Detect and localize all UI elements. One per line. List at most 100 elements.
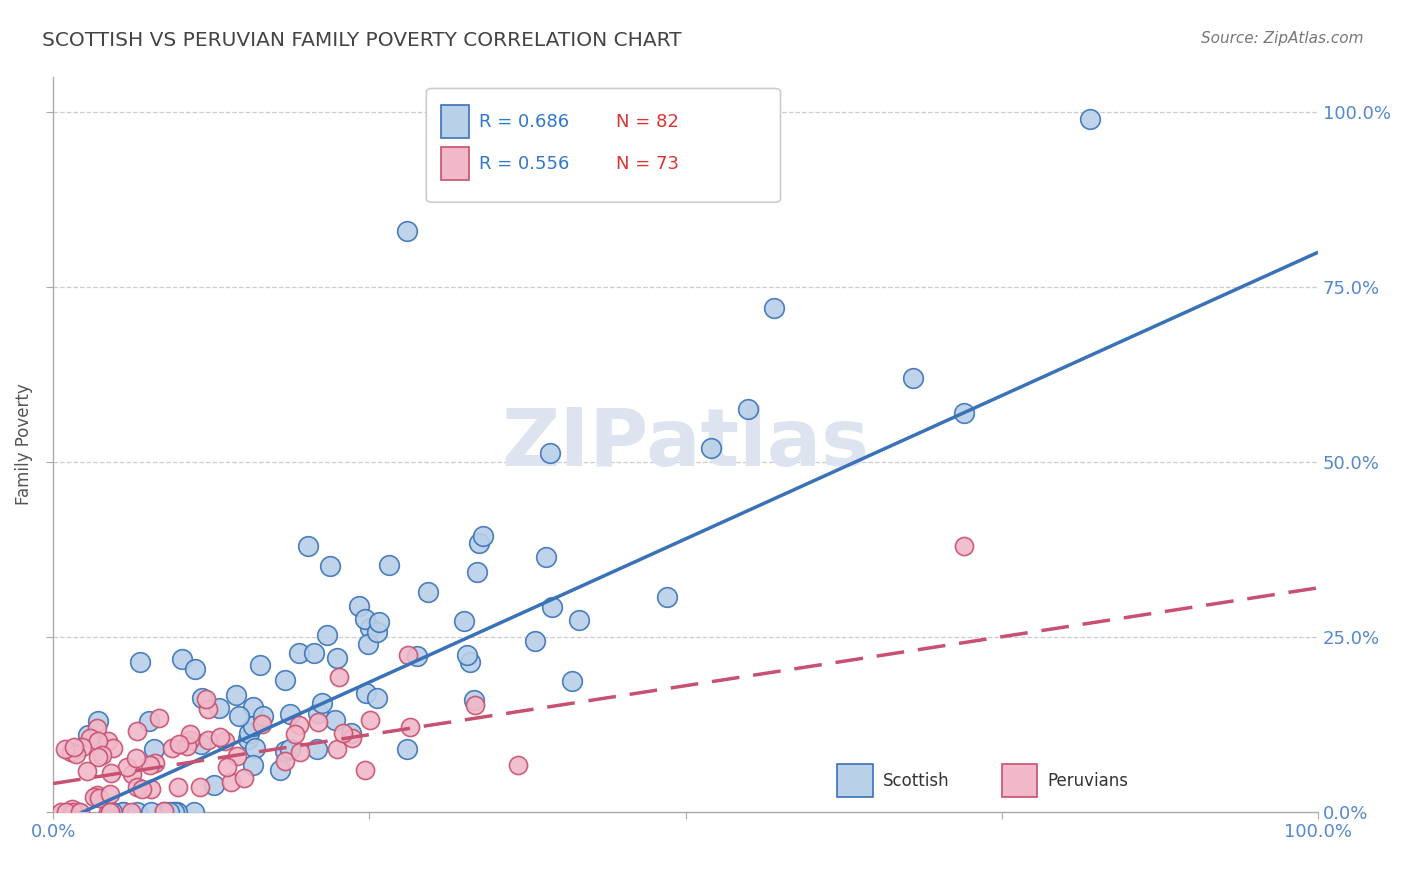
Point: [67, 805, 90, 819]
Point: [167, 737, 190, 751]
Point: [139, 757, 162, 772]
Point: [347, 599, 370, 613]
Point: [252, 709, 274, 723]
Point: [183, 805, 205, 819]
Point: [214, 734, 236, 748]
Point: [357, 637, 380, 651]
Point: [311, 696, 333, 710]
Point: [129, 655, 152, 669]
Point: [274, 673, 297, 687]
FancyBboxPatch shape: [838, 764, 873, 797]
Point: [87, 714, 110, 728]
Point: [101, 805, 124, 819]
Point: [125, 751, 148, 765]
Point: [160, 805, 183, 819]
Point: [903, 371, 925, 385]
Y-axis label: Family Poverty: Family Poverty: [15, 384, 32, 506]
Point: [176, 739, 198, 754]
Point: [366, 690, 388, 705]
Point: [366, 625, 388, 640]
Point: [354, 612, 377, 626]
Point: [472, 529, 495, 543]
Point: [217, 760, 239, 774]
Point: [167, 780, 190, 795]
Point: [506, 757, 529, 772]
Point: [97, 733, 120, 747]
Point: [184, 662, 207, 676]
Point: [700, 441, 723, 455]
Point: [228, 709, 250, 723]
Point: [101, 741, 124, 756]
Point: [79, 731, 101, 745]
Point: [396, 648, 419, 662]
Point: [163, 805, 186, 819]
Point: [406, 648, 429, 663]
Point: [125, 724, 148, 739]
Text: Scottish: Scottish: [883, 772, 949, 789]
Text: N = 82: N = 82: [616, 113, 679, 131]
Point: [297, 539, 319, 553]
Point: [290, 745, 312, 759]
Point: [242, 758, 264, 772]
Point: [305, 742, 328, 756]
Point: [249, 658, 271, 673]
Text: Source: ZipAtlas.com: Source: ZipAtlas.com: [1201, 31, 1364, 46]
Point: [354, 685, 377, 699]
Point: [316, 628, 339, 642]
Point: [655, 590, 678, 604]
Point: [165, 805, 187, 819]
Point: [148, 710, 170, 724]
Point: [274, 744, 297, 758]
Point: [53, 741, 76, 756]
Point: [396, 741, 419, 756]
Point: [288, 646, 311, 660]
Point: [242, 699, 264, 714]
Point: [225, 688, 247, 702]
Point: [98, 805, 121, 819]
Point: [91, 748, 114, 763]
Point: [76, 764, 98, 778]
Point: [737, 402, 759, 417]
Point: [97, 805, 120, 819]
Point: [77, 728, 100, 742]
Point: [121, 767, 143, 781]
Point: [65, 747, 87, 761]
Point: [190, 737, 212, 751]
Point: [353, 763, 375, 777]
Point: [69, 805, 91, 819]
Point: [378, 558, 401, 572]
Point: [568, 613, 591, 627]
Point: [115, 760, 138, 774]
Text: ZIPatlas: ZIPatlas: [502, 406, 870, 483]
Point: [138, 714, 160, 728]
Point: [464, 698, 486, 712]
Point: [112, 805, 135, 819]
Point: [326, 650, 349, 665]
Point: [953, 539, 976, 553]
Point: [86, 721, 108, 735]
Point: [131, 781, 153, 796]
Text: SCOTTISH VS PERUVIAN FAMILY POVERTY CORRELATION CHART: SCOTTISH VS PERUVIAN FAMILY POVERTY CORR…: [42, 31, 682, 50]
Point: [66, 805, 89, 819]
Point: [536, 549, 558, 564]
Point: [456, 648, 478, 662]
Point: [157, 805, 180, 819]
Point: [197, 732, 219, 747]
Point: [191, 691, 214, 706]
FancyBboxPatch shape: [426, 88, 780, 202]
Point: [340, 726, 363, 740]
Point: [89, 791, 111, 805]
Point: [453, 614, 475, 628]
FancyBboxPatch shape: [441, 105, 470, 138]
Point: [179, 727, 201, 741]
Point: [359, 713, 381, 727]
Point: [160, 740, 183, 755]
Point: [284, 726, 307, 740]
Point: [62, 805, 84, 819]
Point: [225, 749, 247, 764]
Point: [328, 670, 350, 684]
FancyBboxPatch shape: [1002, 764, 1038, 797]
Point: [100, 765, 122, 780]
Point: [125, 780, 148, 794]
Text: R = 0.556: R = 0.556: [479, 155, 569, 173]
